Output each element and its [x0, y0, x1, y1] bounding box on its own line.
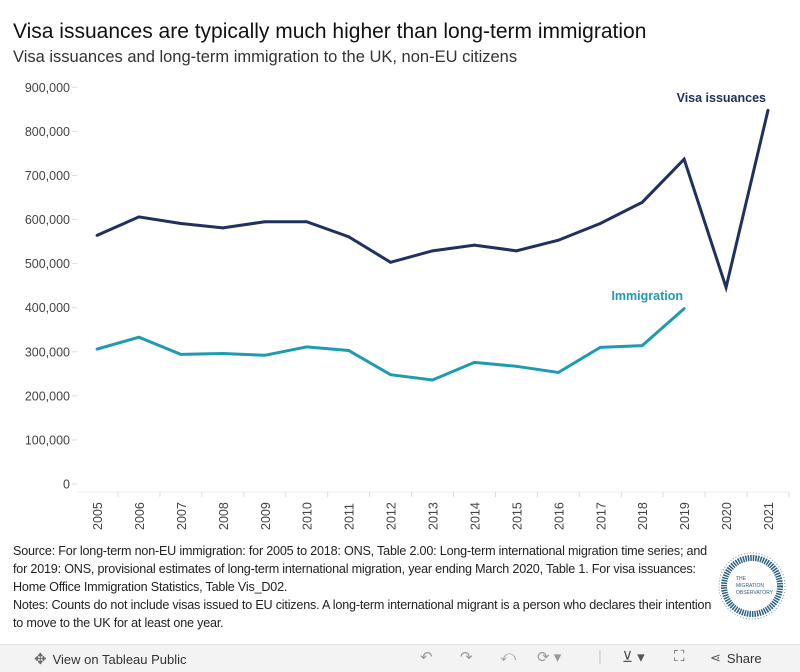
x-tick-label: 2019 [678, 502, 692, 530]
x-tick-label: 2013 [427, 502, 441, 530]
data-point [598, 345, 602, 349]
x-tick-label: 2009 [259, 502, 273, 530]
x-tick-label: 2018 [636, 502, 650, 530]
y-tick-label: 900,000 [25, 81, 70, 95]
data-point [473, 243, 476, 247]
undo-icon[interactable]: ↶ [420, 649, 433, 666]
series-label-visa-issuances: Visa issuances [677, 91, 766, 105]
data-point [305, 220, 309, 224]
y-tick-label: 600,000 [25, 213, 70, 227]
chart-subtitle: Visa issuances and long-term immigration… [13, 48, 518, 66]
line-chart: 0 100,000 200,000 300,000 400,000 500,000 600,… [25, 81, 790, 530]
y-tick-label: 100,000 [25, 433, 70, 447]
data-point [221, 226, 225, 230]
y-tick-label: 700,000 [25, 169, 70, 183]
svg-text:OBSERVATORY: OBSERVATORY [736, 590, 774, 596]
x-tick-label: 2017 [594, 502, 608, 530]
data-point [95, 234, 99, 237]
revert-icon[interactable]: ⤺ [500, 648, 517, 665]
data-point [389, 373, 392, 377]
data-point [263, 353, 267, 357]
y-tick-label: 200,000 [25, 389, 70, 403]
x-tick-label: 2012 [385, 502, 399, 530]
x-tick-label: 2014 [468, 502, 482, 530]
data-point [640, 344, 644, 347]
y-tick-label: 500,000 [25, 257, 70, 271]
data-point [724, 286, 728, 289]
data-point [556, 238, 560, 242]
data-point [431, 249, 434, 253]
data-point [514, 249, 518, 253]
x-tick-label: 2010 [301, 502, 315, 530]
x-tick-label: 2015 [510, 502, 524, 530]
x-tick-label: 2007 [175, 502, 189, 530]
tableau-toolbar: ✥ View on Tableau Public ↶ ↷ ⤺ ⟳ ▾ | ⊻ ▾… [0, 644, 800, 672]
divider: | [598, 648, 602, 665]
data-point [598, 222, 602, 225]
notes: Source: For long-term non-EU immigration… [13, 542, 718, 632]
data-point [556, 371, 560, 374]
share-icon: ⋖ [710, 650, 721, 665]
view-on-tableau-button[interactable]: ✥ View on Tableau Public [34, 650, 187, 668]
data-point [137, 335, 141, 339]
data-point [221, 352, 225, 355]
share-label: Share [726, 650, 762, 666]
x-tick-label: 2006 [133, 502, 147, 530]
x-tick-label: 2008 [217, 502, 231, 530]
refresh-icon[interactable]: ⟳ ▾ [537, 649, 562, 666]
share-button[interactable]: ⋖ Share [710, 650, 762, 666]
source-text: Source: For long-term non-EU immigration… [13, 544, 707, 594]
x-tick-label: 2011 [343, 503, 357, 530]
redo-icon[interactable]: ↷ [460, 649, 473, 666]
view-on-tableau-label: View on Tableau Public [52, 651, 187, 667]
series-label-immigration: Immigration [611, 289, 683, 303]
notes-text: Notes: Counts do not include visas issue… [13, 598, 712, 630]
data-point [766, 108, 770, 112]
tableau-icon: ✥ [34, 651, 47, 668]
x-tick-label: 2016 [552, 502, 566, 530]
data-point [137, 215, 141, 219]
svg-text:THE: THE [736, 576, 747, 582]
data-point [95, 347, 99, 351]
svg-text:MIGRATION: MIGRATION [736, 583, 764, 589]
data-point [514, 364, 518, 368]
data-point [263, 220, 267, 224]
series-line-immigration [96, 307, 686, 382]
data-point [682, 157, 686, 161]
data-point [347, 235, 351, 239]
y-tick-label: 400,000 [25, 301, 70, 315]
chart-title: Visa issuances are typically much higher… [13, 20, 647, 43]
data-point [640, 200, 644, 204]
data-point [682, 307, 686, 310]
x-tick-label: 2005 [91, 502, 105, 530]
fullscreen-icon[interactable]: ⛶ [674, 648, 685, 665]
series-line-visa-issuances [96, 109, 770, 293]
data-point [179, 353, 183, 356]
data-point [305, 345, 309, 349]
migration-observatory-logo: THE MIGRATION OBSERVATORY [718, 552, 786, 620]
download-icon[interactable]: ⊻ ▾ [622, 649, 645, 666]
data-point [389, 260, 392, 264]
x-tick-label: 2021 [762, 502, 776, 530]
data-point [473, 360, 476, 364]
y-tick-label: 800,000 [25, 125, 70, 139]
data-point [431, 378, 434, 382]
y-tick-label: 0 [63, 478, 70, 492]
data-point [179, 222, 183, 225]
x-tick-label: 2020 [720, 502, 734, 530]
data-point [347, 349, 351, 352]
y-tick-label: 300,000 [25, 345, 70, 359]
